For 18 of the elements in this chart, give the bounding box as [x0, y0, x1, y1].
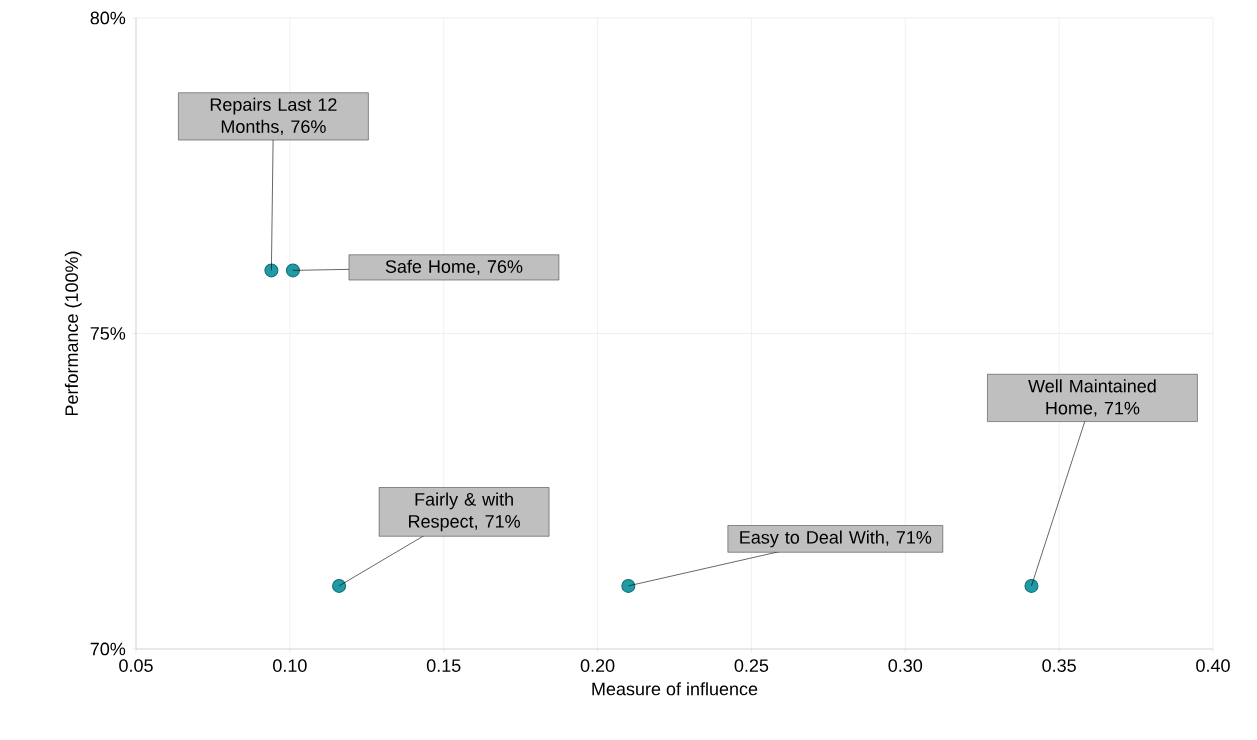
- x-axis-title: Measure of influence: [592, 682, 758, 696]
- x-tick-label: 0.35: [1042, 659, 1076, 672]
- annotation: Easy to Deal With, 71%: [740, 530, 932, 548]
- x-tick-label: 0.20: [580, 659, 615, 672]
- x-tick-label: 0.30: [888, 659, 923, 672]
- y-tick-label: 70%: [90, 642, 126, 656]
- x-tick-label: 0.10: [273, 659, 307, 672]
- y-tick-label: 75%: [90, 327, 126, 340]
- annotation: Fairly & with Respect, 71%: [409, 492, 520, 532]
- x-tick-label: 0.15: [426, 659, 461, 672]
- annotation: Safe Home, 76%: [385, 259, 523, 276]
- x-tick-label: 0.40: [1196, 659, 1230, 672]
- y-tick-label: 80%: [90, 11, 126, 25]
- y-axis-title: Performance (100%): [64, 251, 82, 416]
- annotation: Well Maintained Home, 71%: [1028, 379, 1156, 417]
- x-tick-label: 0.25: [734, 659, 769, 672]
- annotation: Repairs Last 12 Months, 76%: [210, 97, 337, 136]
- x-tick-label: 0.05: [119, 659, 153, 672]
